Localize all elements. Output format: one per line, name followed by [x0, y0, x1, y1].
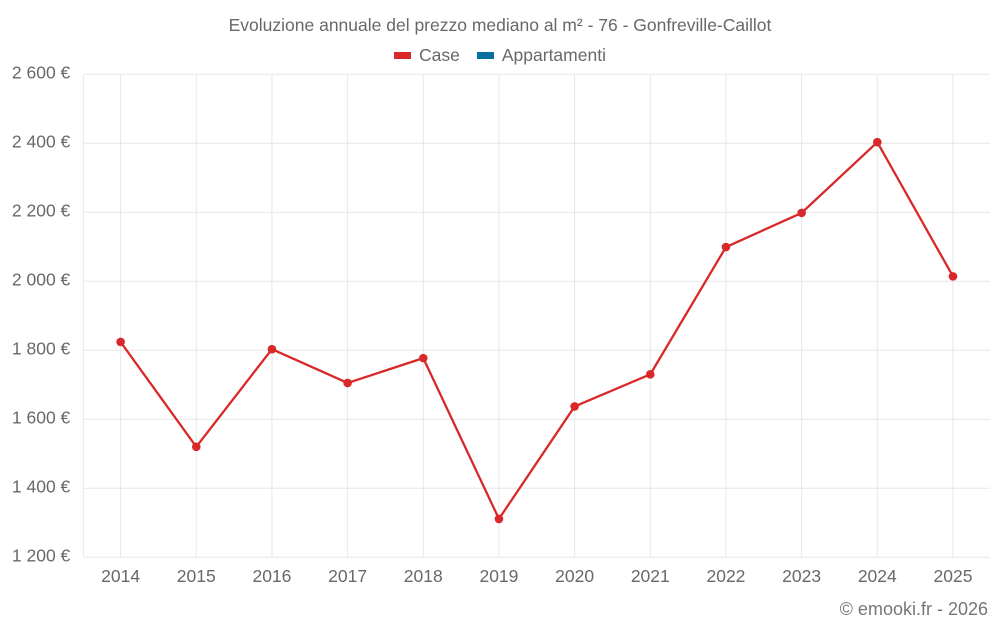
svg-text:2018: 2018 [404, 566, 443, 586]
svg-text:1 600 €: 1 600 € [12, 408, 71, 428]
svg-text:2 400 €: 2 400 € [12, 132, 71, 152]
svg-text:1 400 €: 1 400 € [12, 477, 71, 497]
svg-text:2022: 2022 [706, 566, 745, 586]
svg-text:2021: 2021 [631, 566, 670, 586]
svg-text:2 000 €: 2 000 € [12, 270, 71, 290]
svg-text:2019: 2019 [479, 566, 518, 586]
svg-text:1 800 €: 1 800 € [12, 339, 71, 359]
svg-text:2025: 2025 [934, 566, 973, 586]
svg-text:1 200 €: 1 200 € [12, 546, 71, 566]
svg-text:2020: 2020 [555, 566, 594, 586]
svg-text:2015: 2015 [177, 566, 216, 586]
svg-text:2017: 2017 [328, 566, 367, 586]
svg-text:2016: 2016 [252, 566, 291, 586]
svg-text:2014: 2014 [101, 566, 140, 586]
svg-text:2024: 2024 [858, 566, 897, 586]
svg-text:2023: 2023 [782, 566, 821, 586]
svg-text:2 200 €: 2 200 € [12, 201, 71, 221]
